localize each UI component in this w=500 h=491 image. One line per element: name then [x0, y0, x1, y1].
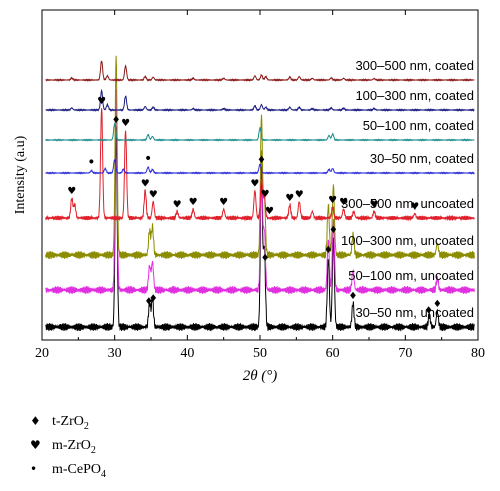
legend-item: ♦ t-ZrO2 [30, 414, 89, 432]
legend-item: ♥ m-ZrO2 [30, 438, 96, 456]
series-label: 300–500 nm, uncoated [341, 196, 474, 211]
t-zro2-marker: ♦ [349, 291, 358, 302]
m-zro2-marker: ♥ [265, 206, 274, 217]
m-zro2-marker: ♥ [339, 197, 348, 208]
series-line [45, 108, 475, 222]
legend-symbol: • [30, 462, 38, 476]
m-zro2-marker: ♥ [250, 179, 259, 190]
legend-item: • m-CePO4 [30, 462, 106, 480]
x-tick-label: 40 [180, 346, 194, 361]
m-zro2-marker: ♥ [328, 195, 337, 206]
x-tick-label: 70 [398, 346, 412, 361]
legend-symbol: ♥ [30, 438, 41, 452]
series-label: 50–100 nm, coated [363, 118, 474, 133]
series-label: 100–300 nm, uncoated [341, 233, 474, 248]
m-zro2-marker: ♥ [121, 118, 130, 129]
m-zro2-marker: ♥ [410, 202, 419, 213]
series-label: 50–100 nm, uncoated [348, 268, 474, 283]
series-label: 100–300 nm, coated [355, 88, 474, 103]
x-tick-label: 20 [35, 346, 49, 361]
xrd-chart: 20 30 40 50 60 70 80 2θ (°) Intensity (a.u) 30–50… [13, 9, 485, 384]
t-zro2-marker: ♦ [149, 293, 158, 304]
x-tick-label: 80 [471, 346, 485, 361]
t-zro2-marker: ♦ [329, 225, 338, 236]
x-axis-label: 2θ (°) [243, 368, 278, 384]
series-label: 30–50 nm, coated [370, 151, 474, 166]
m-zro2-marker: ♥ [285, 193, 294, 204]
x-tick-label: 60 [326, 346, 340, 361]
series-label: 300–500 nm, coated [355, 58, 474, 73]
m-zro2-marker: ♥ [173, 199, 182, 210]
x-tick-label: 30 [108, 346, 122, 361]
m-zro2-marker: ♥ [219, 197, 228, 208]
legend-label: m-ZrO2 [52, 438, 96, 456]
y-axis-label: Intensity (a.u) [13, 135, 28, 214]
series-line [45, 122, 475, 142]
t-zro2-marker: ♦ [261, 253, 270, 264]
legend-label-subscript: 4 [101, 468, 106, 480]
t-zro2-marker: ♦ [112, 115, 121, 126]
m-zro2-marker: ♥ [141, 179, 150, 190]
m-zro2-marker: ♥ [261, 189, 270, 200]
legend-label: t-ZrO2 [52, 414, 89, 432]
m-zro2-marker: ♥ [295, 190, 304, 201]
m-zro2-marker: ♥ [189, 197, 198, 208]
t-zro2-marker: ♦ [433, 299, 442, 310]
t-zro2-marker: ♦ [257, 155, 266, 166]
m-zro2-marker: ♥ [97, 96, 106, 107]
m-zro2-marker: ♥ [149, 190, 158, 201]
t-zro2-marker: ♦ [424, 306, 433, 317]
m-cepo4-marker: • [144, 151, 152, 167]
legend-label-subscript: 2 [90, 444, 96, 456]
m-cepo4-marker: • [87, 155, 95, 171]
series-line [45, 60, 475, 83]
x-tick-label: 50 [253, 346, 267, 361]
legend-label-subscript: 2 [83, 420, 89, 432]
m-zro2-marker: ♥ [370, 199, 379, 210]
legend-symbol: ♦ [30, 414, 41, 428]
t-zro2-marker: ♦ [144, 296, 153, 307]
legend-label: m-CePO4 [52, 462, 106, 480]
series-line [45, 158, 475, 175]
series-label: 30–50 nm, uncoated [355, 305, 474, 320]
m-zro2-marker: ♥ [67, 186, 76, 197]
series-line [45, 88, 475, 113]
t-zro2-marker: ♦ [324, 245, 333, 256]
